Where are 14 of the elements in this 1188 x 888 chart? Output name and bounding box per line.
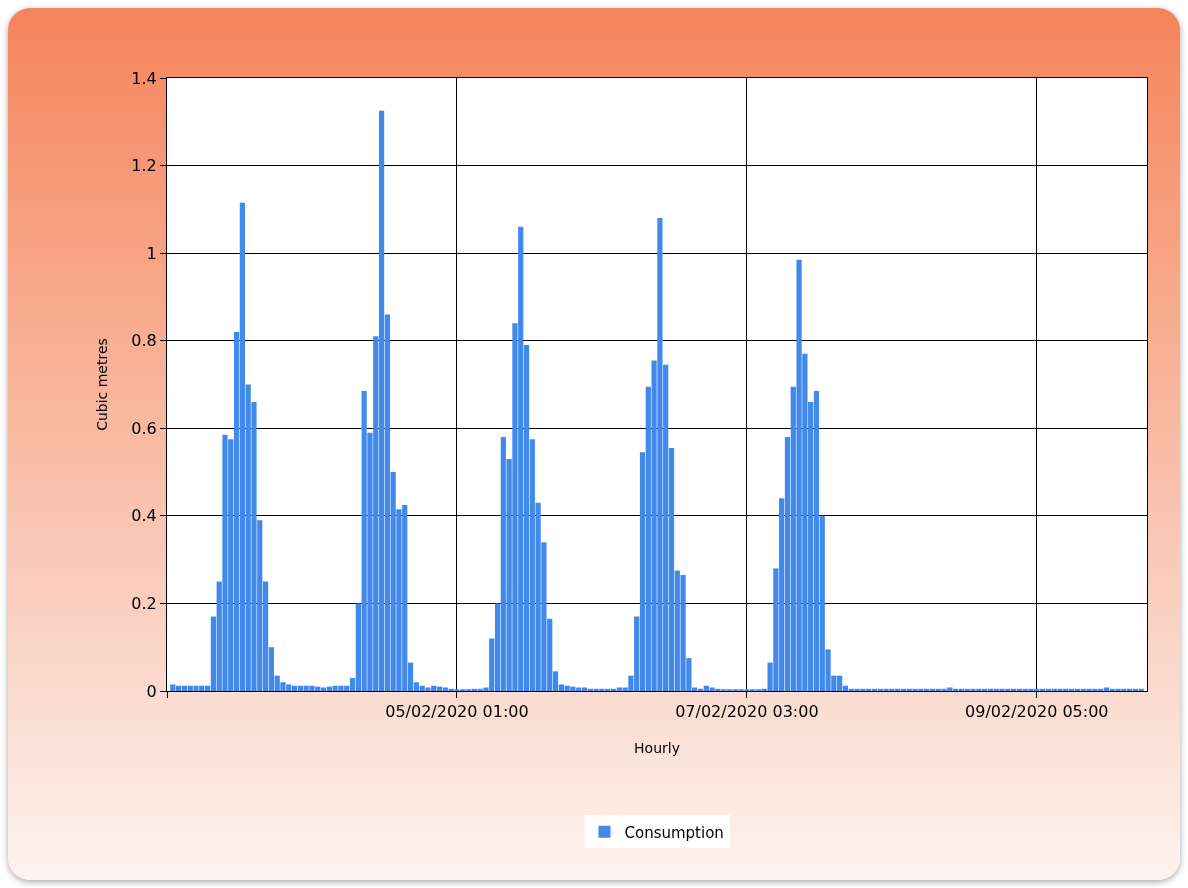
- y-tick-label: 0.2: [131, 594, 157, 614]
- x-tick-label: 05/02/2020 01:00: [385, 702, 529, 722]
- y-tick-label: 0.8: [131, 331, 157, 351]
- y-tick-label: 0.4: [131, 506, 157, 526]
- y-tick-label: 1.2: [131, 156, 157, 176]
- x-tick-label: 07/02/2020 03:00: [675, 702, 819, 722]
- y-tick-label: 0: [146, 681, 157, 701]
- y-axis-title: Cubic metres: [93, 338, 110, 431]
- y-tick-label: 0.6: [131, 418, 157, 438]
- x-axis-title: Hourly: [634, 739, 680, 756]
- legend-label: Consumption: [624, 823, 724, 842]
- y-tick-label: 1: [146, 243, 157, 263]
- x-tick-label: 09/02/2020 05:00: [965, 702, 1109, 722]
- y-tick-label: 1.4: [131, 68, 157, 88]
